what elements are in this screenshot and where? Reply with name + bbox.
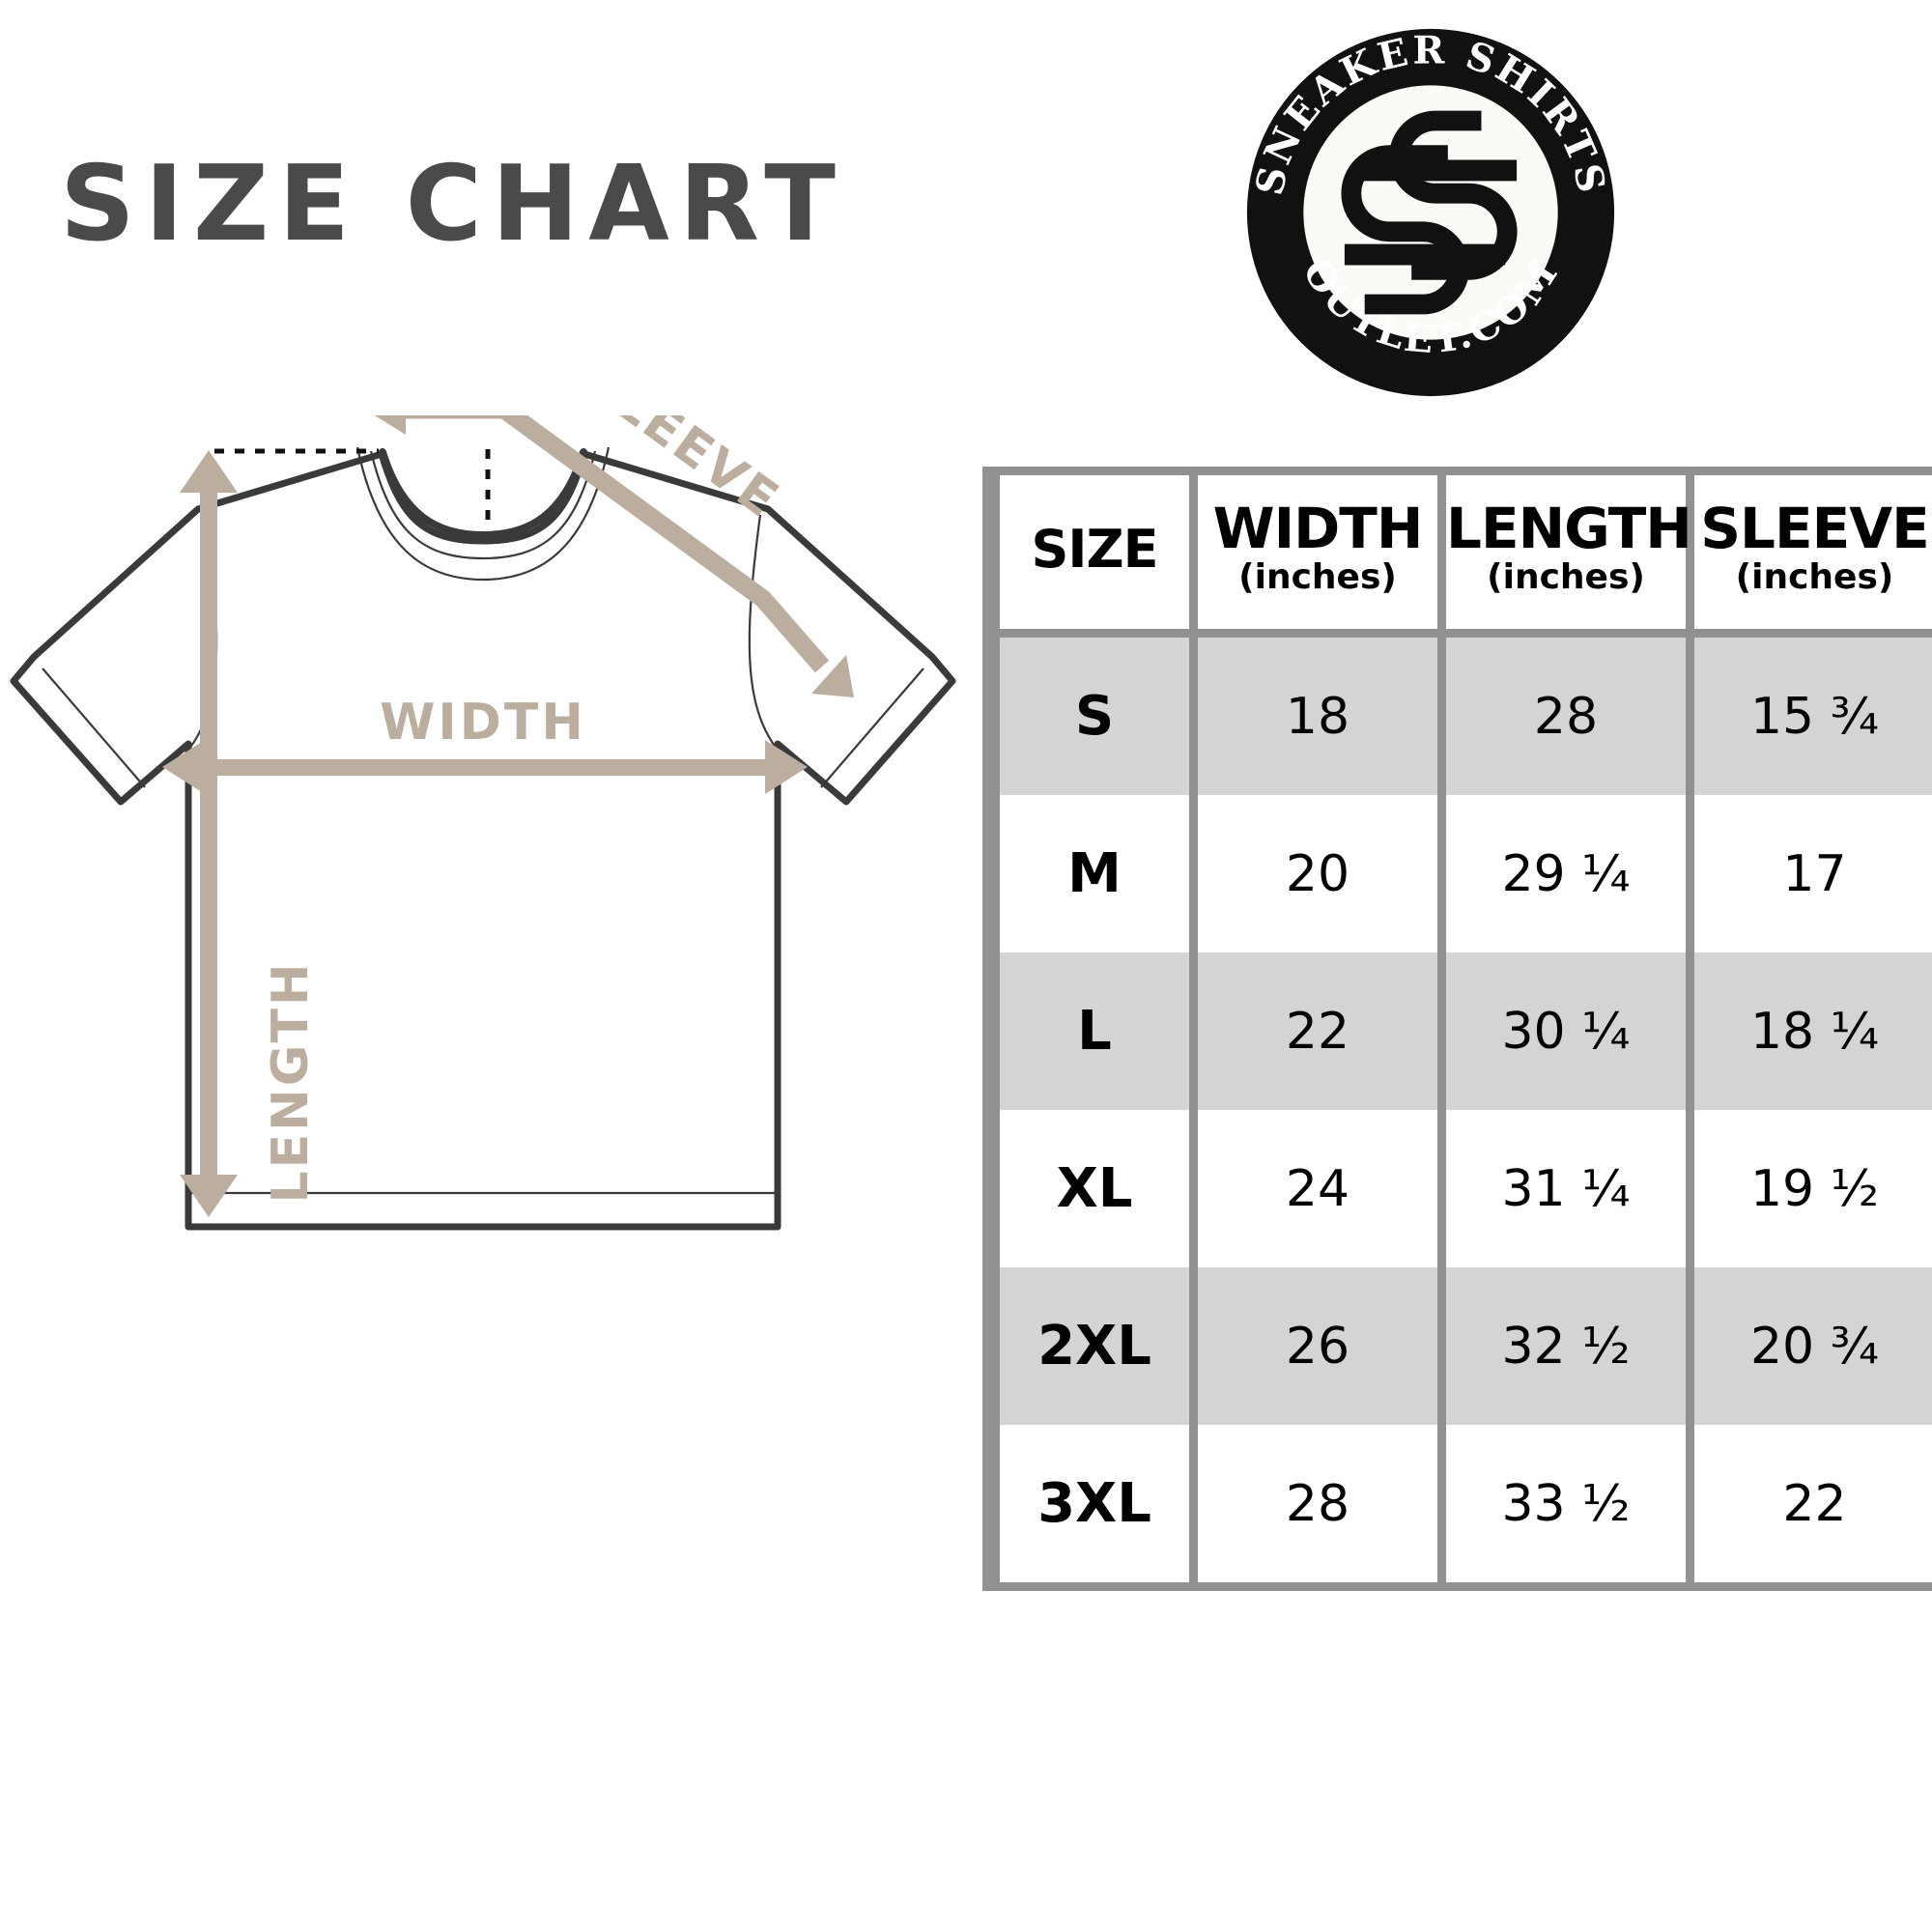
table-row: S 18 28 15 ¾	[1000, 638, 1932, 795]
cell-width: 24	[1198, 1110, 1437, 1267]
size-chart-table: SIZE WIDTH (inches) LENGTH (inches) SLEE…	[982, 467, 1932, 1591]
cell-size: 3XL	[1000, 1425, 1189, 1582]
table-row: M 20 29 ¼ 17	[1000, 795, 1932, 952]
column-header-size: SIZE	[1000, 475, 1189, 638]
cell-sleeve: 19 ½	[1694, 1110, 1932, 1267]
cell-width: 26	[1198, 1267, 1437, 1425]
brand-logo: SNEAKER SHIRTS OUTLET.COM	[1239, 21, 1622, 404]
cell-size: 2XL	[1000, 1267, 1189, 1425]
cell-sleeve: 22	[1694, 1425, 1932, 1582]
cell-length: 32 ½	[1446, 1267, 1686, 1425]
column-header-length-label: LENGTH	[1446, 495, 1692, 561]
sleeve-arrow	[394, 415, 830, 673]
cell-size: S	[1000, 638, 1189, 795]
cell-length: 28	[1446, 638, 1686, 795]
cell-width: 22	[1198, 952, 1437, 1110]
cell-length: 31 ¼	[1446, 1110, 1686, 1267]
column-header-sleeve-unit: (inches)	[1735, 557, 1894, 598]
column-header-sleeve: SLEEVE (inches)	[1694, 475, 1932, 638]
cell-length: 29 ¼	[1446, 795, 1686, 952]
tshirt-diagram: SLEEVE WIDTH LENGTH	[0, 415, 966, 1652]
column-header-width-label: WIDTH	[1212, 495, 1424, 561]
column-header-width: WIDTH (inches)	[1198, 475, 1437, 638]
length-label: LENGTH	[262, 961, 320, 1204]
cell-width: 18	[1198, 638, 1437, 795]
cell-size: XL	[1000, 1110, 1189, 1267]
table-row: 2XL 26 32 ½ 20 ¾	[1000, 1267, 1932, 1425]
page-title: SIZE CHART	[60, 144, 845, 265]
column-header-length: LENGTH (inches)	[1446, 475, 1692, 638]
logo-monogram-icon	[1341, 110, 1518, 315]
cell-sleeve: 18 ¼	[1694, 952, 1932, 1110]
table-row: L 22 30 ¼ 18 ¼	[1000, 952, 1932, 1110]
column-header-width-unit: (inches)	[1238, 557, 1397, 598]
tshirt-outline	[10, 450, 956, 1231]
cell-length: 33 ½	[1446, 1425, 1686, 1582]
sleeve-arrow-heads	[374, 415, 854, 697]
table-row: 3XL 28 33 ½ 22	[1000, 1425, 1932, 1582]
column-header-size-label: SIZE	[1031, 519, 1158, 581]
table-row: XL 24 31 ¼ 19 ½	[1000, 1110, 1932, 1267]
cell-size: M	[1000, 795, 1189, 952]
cell-width: 20	[1198, 795, 1437, 952]
column-header-sleeve-label: SLEEVE	[1700, 495, 1929, 561]
table-header-row: SIZE WIDTH (inches) LENGTH (inches) SLEE…	[1000, 475, 1932, 638]
cell-sleeve: 15 ¾	[1694, 638, 1932, 795]
cell-sleeve: 17	[1694, 795, 1932, 952]
cell-width: 28	[1198, 1425, 1437, 1582]
cell-length: 30 ¼	[1446, 952, 1686, 1110]
column-header-length-unit: (inches)	[1487, 557, 1645, 598]
tshirt-detail-lines	[42, 446, 924, 1195]
cell-size: L	[1000, 952, 1189, 1110]
width-label: WIDTH	[380, 694, 586, 752]
cell-sleeve: 20 ¾	[1694, 1267, 1932, 1425]
width-arrow	[162, 740, 808, 794]
length-arrow	[180, 450, 238, 1217]
tshirt-collar	[379, 448, 587, 540]
